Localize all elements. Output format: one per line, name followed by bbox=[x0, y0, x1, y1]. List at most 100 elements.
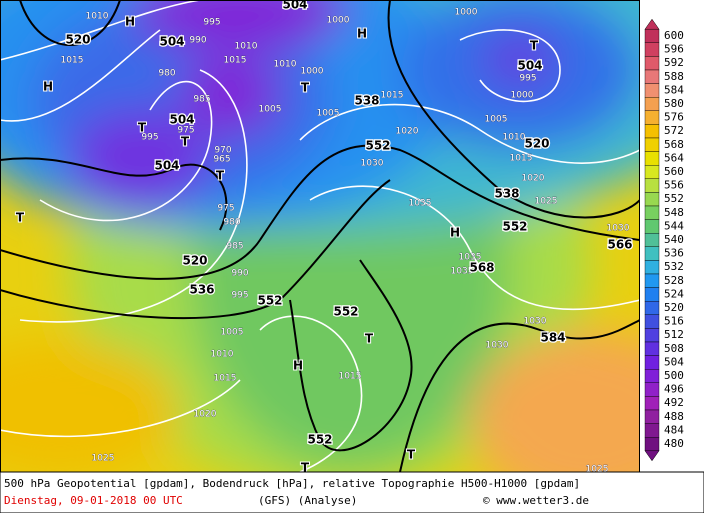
colorbar-label: 536 bbox=[664, 247, 684, 260]
map-label: T bbox=[301, 461, 310, 475]
colorbar-swatch bbox=[644, 423, 660, 438]
colorbar-label: 548 bbox=[664, 206, 684, 219]
map-label: T bbox=[138, 121, 147, 135]
map-label: 1015 bbox=[339, 372, 362, 382]
map-label: 1005 bbox=[485, 115, 508, 125]
colorbar-swatch bbox=[644, 409, 660, 424]
map-label: 504 bbox=[282, 0, 307, 12]
map-label: T bbox=[530, 39, 539, 53]
map-label: 584 bbox=[540, 331, 565, 345]
colorbar-label: 512 bbox=[664, 328, 684, 341]
map-label: 1035 bbox=[451, 267, 474, 277]
map-label: 1030 bbox=[524, 317, 547, 327]
colorbar-label: 524 bbox=[664, 287, 684, 300]
footer-description: 500 hPa Geopotential [gpdam], Bodendruck… bbox=[4, 477, 580, 490]
map-label: 1000 bbox=[327, 16, 350, 26]
map-label: 995 bbox=[141, 133, 158, 143]
map-label: 1025 bbox=[586, 465, 609, 475]
colorbar-swatch bbox=[644, 273, 660, 288]
colorbar-swatch bbox=[644, 29, 660, 44]
map-label: 1000 bbox=[511, 91, 534, 101]
colorbar-label: 500 bbox=[664, 369, 684, 382]
isobars bbox=[0, 0, 640, 472]
map-label: 1010 bbox=[235, 42, 258, 52]
colorbar-label: 564 bbox=[664, 151, 684, 164]
colorbar-swatch bbox=[644, 110, 660, 125]
map-label: 566 bbox=[607, 238, 632, 252]
map-label: 1020 bbox=[396, 127, 419, 137]
map-label: 1020 bbox=[194, 410, 217, 420]
map-label: 1030 bbox=[607, 224, 630, 234]
map-label: 980 bbox=[158, 69, 175, 79]
colorbar-swatch bbox=[644, 232, 660, 247]
colorbar-swatch bbox=[644, 83, 660, 98]
map-label: H bbox=[293, 359, 303, 373]
footer-credit: © www.wetter3.de bbox=[483, 494, 589, 507]
colorbar-swatch bbox=[644, 396, 660, 411]
map-label: 552 bbox=[257, 294, 282, 308]
colorbar-swatch bbox=[644, 260, 660, 275]
map-label: 990 bbox=[231, 269, 248, 279]
map-label: 520 bbox=[65, 33, 90, 47]
map-label: 536 bbox=[189, 283, 214, 297]
colorbar-label: 516 bbox=[664, 315, 684, 328]
colorbar-label: 480 bbox=[664, 437, 684, 450]
colorbar-label: 492 bbox=[664, 396, 684, 409]
map-label: 980 bbox=[223, 218, 240, 228]
map-label: H bbox=[43, 80, 53, 94]
colorbar-swatch bbox=[644, 164, 660, 179]
colorbar-label: 544 bbox=[664, 219, 684, 232]
colorbar-label: 508 bbox=[664, 342, 684, 355]
map-label: 1030 bbox=[486, 341, 509, 351]
map-label: 1035 bbox=[459, 253, 482, 263]
map-label: 1010 bbox=[211, 350, 234, 360]
map-label: 1000 bbox=[301, 67, 324, 77]
map-label: 985 bbox=[193, 95, 210, 105]
colorbar-label: 596 bbox=[664, 43, 684, 56]
colorbar-label: 484 bbox=[664, 423, 684, 436]
colorbar-swatch bbox=[644, 192, 660, 207]
map-label: T bbox=[301, 81, 310, 95]
colorbar-swatch bbox=[644, 151, 660, 166]
colorbar-swatch bbox=[644, 124, 660, 139]
colorbar-swatch bbox=[644, 56, 660, 71]
colorbar-label: 552 bbox=[664, 192, 684, 205]
map-label: 1015 bbox=[214, 374, 237, 384]
map-label: 1015 bbox=[381, 91, 404, 101]
map-label: 1010 bbox=[274, 60, 297, 70]
footer-model: (GFS) (Analyse) bbox=[258, 494, 357, 507]
map-label: 1025 bbox=[535, 197, 558, 207]
colorbar-swatch bbox=[644, 96, 660, 111]
map-label: 552 bbox=[333, 305, 358, 319]
colorbar-label: 488 bbox=[664, 410, 684, 423]
colorbar-swatch bbox=[644, 314, 660, 329]
map-label: 1005 bbox=[317, 109, 340, 119]
colorbar-label: 584 bbox=[664, 83, 684, 96]
map-label: 1035 bbox=[409, 199, 432, 209]
colorbar-label: 520 bbox=[664, 301, 684, 314]
colorbar-arrow bbox=[644, 18, 660, 30]
map-label: 552 bbox=[307, 433, 332, 447]
map-label: 504 bbox=[154, 159, 179, 173]
colorbar-arrow bbox=[644, 450, 660, 462]
colorbar-swatch bbox=[644, 246, 660, 261]
map-label: 1015 bbox=[510, 154, 533, 164]
colorbar-label: 528 bbox=[664, 274, 684, 287]
colorbar-swatch bbox=[644, 369, 660, 384]
colorbar-swatch bbox=[644, 42, 660, 57]
map-label: 1010 bbox=[86, 12, 109, 22]
colorbar-swatch bbox=[644, 205, 660, 220]
colorbar-label: 568 bbox=[664, 138, 684, 151]
colorbar-swatch bbox=[644, 69, 660, 84]
map-label: H bbox=[125, 15, 135, 29]
map-label: 975 bbox=[177, 126, 194, 136]
map-label: 1015 bbox=[61, 56, 84, 66]
map-label: 1000 bbox=[455, 8, 478, 18]
map-label: 995 bbox=[519, 74, 536, 84]
map-label: 995 bbox=[203, 18, 220, 28]
colorbar-label: 560 bbox=[664, 165, 684, 178]
colorbar-swatch bbox=[644, 355, 660, 370]
map-label: 1005 bbox=[221, 328, 244, 338]
